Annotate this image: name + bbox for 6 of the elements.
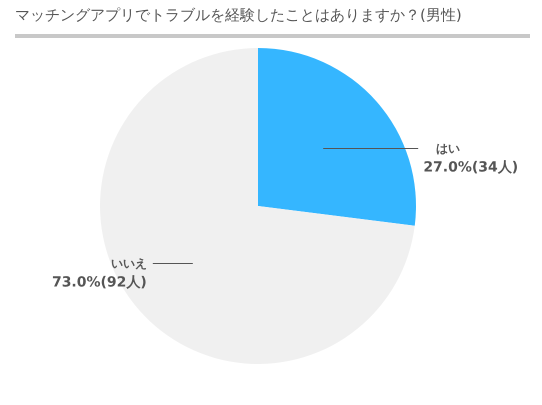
pie-slice: [258, 48, 416, 226]
slice-label: はい: [436, 142, 460, 156]
slice-label: いいえ: [110, 256, 147, 270]
data-label: 27.0%(34人): [423, 160, 518, 176]
chart-title: マッチングアプリでトラブルを経験したことはありますか？(男性): [15, 6, 462, 24]
data-label: 73.0%(92人): [52, 274, 147, 290]
